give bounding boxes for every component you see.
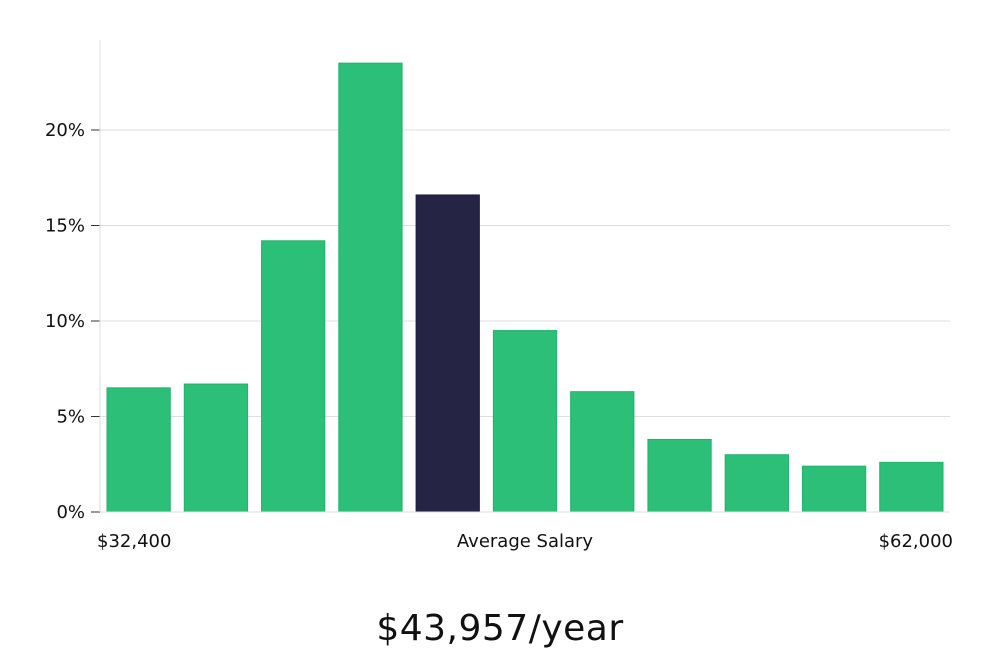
average-salary-value: $43,957/year (376, 608, 624, 649)
bar (338, 62, 403, 513)
bar-layer (106, 62, 944, 513)
bar (106, 387, 171, 513)
y-tick-label: 0% (56, 502, 85, 523)
y-tick-label: 10% (45, 311, 85, 332)
bar (492, 330, 558, 513)
x-axis-title: Average Salary (457, 531, 594, 552)
y-tick-label: 5% (56, 407, 85, 428)
y-tick-label: 20% (45, 120, 85, 141)
bar (183, 383, 249, 513)
axis-layer: 0% 5% 10% 15% 20% (45, 40, 950, 523)
bar (801, 465, 867, 513)
y-tick-label: 15% (45, 216, 85, 237)
bar (647, 438, 712, 513)
bar (261, 240, 326, 513)
x-max-label: $62,000 (879, 531, 953, 552)
label-layer: $32,400 Average Salary $62,000 (97, 531, 953, 552)
bar (724, 454, 789, 513)
x-min-label: $32,400 (97, 531, 171, 552)
bar (570, 391, 635, 513)
bar-highlight (415, 194, 480, 513)
bar (879, 461, 944, 513)
